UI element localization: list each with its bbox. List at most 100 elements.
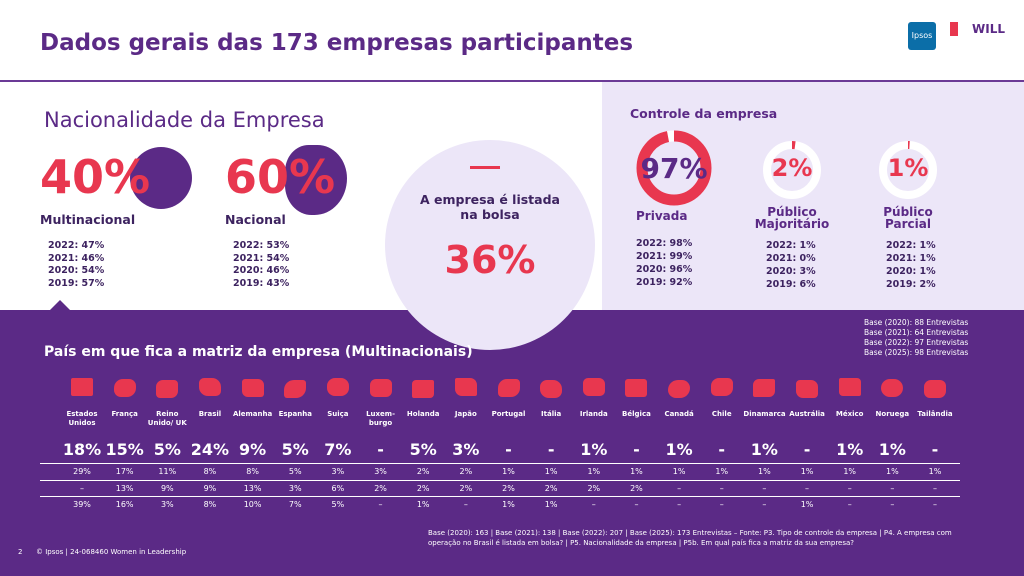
country-history: 9%	[160, 483, 174, 493]
country-name: Noruega	[875, 410, 910, 418]
control-history: 2022: 1%	[886, 240, 936, 251]
base-line: Base (2021): 64 Entrevistas	[864, 328, 969, 337]
country-history: –	[890, 483, 895, 493]
control-history: 2021: 99%	[636, 251, 693, 262]
country-history: 1%	[800, 467, 814, 476]
country-shape	[284, 380, 307, 398]
country-history: 1%	[630, 467, 643, 476]
country-history: –	[890, 500, 895, 509]
control-history: 2020: 1%	[886, 266, 936, 277]
country-name: Irlanda	[579, 410, 608, 418]
country-history: 2%	[416, 483, 430, 493]
logo-will: WILL	[950, 22, 1005, 36]
nationality-label: Nacional	[225, 212, 286, 227]
country-history: 39%	[73, 500, 91, 509]
growth-icon	[470, 140, 500, 169]
nationality-history: 2020: 46%	[233, 265, 290, 276]
country-name: Bélgica	[622, 410, 651, 418]
country-2025: 1%	[878, 440, 906, 459]
page-number: 2	[18, 548, 23, 556]
country-history: 1%	[885, 467, 899, 476]
country-shape	[156, 380, 179, 398]
country-2025: 9%	[239, 440, 267, 459]
nationality-history: 2019: 57%	[48, 277, 105, 289]
country-history: –	[378, 500, 383, 509]
country-2025: 3%	[452, 440, 480, 459]
country-history: –	[634, 500, 639, 509]
control-history: 2019: 2%	[886, 279, 936, 290]
country-shape	[668, 380, 691, 398]
country-name: Luxem-burgo	[366, 410, 395, 427]
country-shape	[710, 378, 733, 396]
country-history: 2%	[459, 483, 473, 493]
country-name: Holanda	[406, 410, 440, 418]
nationality-pct: 60%	[225, 150, 336, 204]
country-history: 2%	[374, 483, 387, 493]
bolsa-label: A empresa é listada na bolsa	[420, 192, 560, 222]
nationality-history: 2019: 43%	[233, 277, 290, 289]
ring-arc	[763, 141, 821, 199]
country-shape	[497, 379, 520, 397]
country-history: 1%	[416, 500, 430, 509]
country-name: Reino Unido/ UK	[147, 410, 187, 427]
country-history: 10%	[243, 500, 262, 509]
country-history: 5%	[288, 467, 302, 476]
country-name: Espanha	[278, 410, 312, 418]
control-name: Público Parcial	[883, 205, 933, 231]
country-history: –	[805, 483, 810, 493]
country-history: 1%	[544, 500, 558, 509]
country-history: –	[677, 500, 682, 509]
country-history: 1%	[502, 500, 515, 509]
country-history: 1%	[544, 467, 558, 476]
country-history: 1%	[672, 467, 686, 476]
country-history: –	[719, 500, 724, 509]
country-history: 6%	[331, 483, 345, 493]
country-history: 8%	[203, 500, 217, 509]
country-2025: -	[931, 440, 939, 459]
nationality-history: 2022: 53%	[233, 240, 290, 251]
ring-arc	[636, 130, 712, 206]
rings	[636, 130, 937, 206]
logo-ipsos: Ipsos	[908, 22, 936, 50]
control-history: 2021: 0%	[766, 253, 816, 264]
country-2025: -	[633, 440, 640, 459]
control-history: 2020: 96%	[636, 264, 693, 275]
country-2025: -	[547, 440, 555, 459]
country-history: –	[719, 483, 724, 493]
bottom-panel	[0, 310, 1024, 576]
country-history: –	[933, 500, 937, 509]
country-2025: 5%	[153, 440, 181, 459]
country-name: Itália	[541, 410, 562, 418]
copyright: © Ipsos | 24-068460 Women in Leadership	[36, 548, 187, 556]
table-rule	[40, 496, 960, 497]
country-history: –	[591, 500, 596, 509]
country-history: 3%	[160, 500, 174, 509]
country-name: Alemanha	[232, 410, 273, 418]
country-name: Chile	[711, 410, 732, 418]
bases: Base (2020): 88 Entrevistas Base (2021): …	[864, 318, 968, 358]
globe-icon	[130, 147, 192, 209]
country-2025: -	[718, 440, 726, 459]
control-history: 2020: 3%	[766, 266, 816, 277]
country-shape	[540, 380, 563, 398]
country-shape	[796, 380, 819, 398]
country-shape	[71, 378, 93, 396]
country-history: 5%	[331, 500, 345, 509]
country-history: 8%	[203, 467, 217, 476]
country-name: Portugal	[491, 410, 526, 418]
country-history: 3%	[374, 467, 387, 476]
country-2025: 7%	[324, 440, 352, 459]
country-history: –	[762, 500, 767, 509]
country-history: –	[847, 483, 852, 493]
country-2025: 1%	[580, 440, 608, 459]
country-history: 2%	[587, 483, 601, 493]
country-shape	[241, 379, 264, 397]
country-history: 3%	[331, 467, 345, 476]
country-2025: 1%	[665, 440, 693, 459]
pointer	[50, 300, 70, 310]
country-history: 7%	[288, 500, 302, 509]
control-pct: 2%	[771, 154, 813, 182]
country-name: Canadá	[664, 410, 694, 418]
country-history: –	[463, 500, 468, 509]
table-rule	[40, 480, 960, 481]
